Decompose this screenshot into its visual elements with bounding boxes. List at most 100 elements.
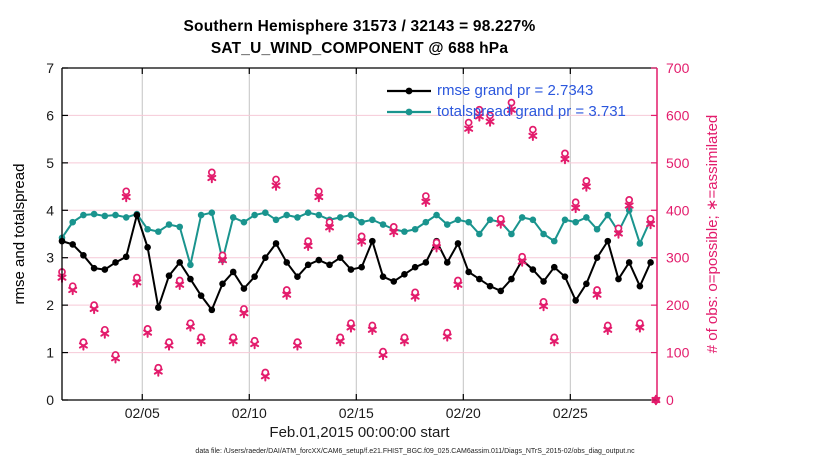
totalspread-marker	[604, 211, 612, 219]
y-axis-label-left: rmse and totalspread	[11, 163, 28, 305]
rmse-marker	[262, 254, 269, 262]
x-tick-label: 02/20	[446, 405, 481, 421]
rmse-marker	[401, 271, 408, 278]
totalspread-marker	[561, 216, 569, 224]
assimilated-asterisk-marker	[121, 193, 131, 201]
rmse-marker	[572, 297, 579, 304]
possible-circle-marker	[261, 368, 270, 377]
possible-circle-marker	[582, 177, 591, 185]
possible-circle-marker	[90, 301, 98, 309]
rmse-marker	[112, 259, 119, 266]
y-right-tick-label: 600	[666, 107, 690, 123]
possible-circle-marker	[529, 125, 537, 134]
totalspread-marker	[80, 211, 87, 219]
possible-circle-marker	[486, 111, 494, 120]
possible-circle-marker	[379, 347, 387, 356]
rmse-marker	[133, 211, 141, 219]
assimilated-asterisk-marker	[207, 174, 217, 182]
rmse-marker	[369, 237, 376, 245]
possible-circle-marker	[550, 333, 559, 342]
possible-circle-marker	[293, 338, 302, 346]
rmse-marker	[251, 273, 258, 280]
totalspread-marker	[251, 211, 258, 219]
rmse-marker	[358, 263, 365, 271]
totalspread-marker	[486, 216, 494, 224]
y-axis-label-right: # of obs: o=possible; ∗=assimilated	[704, 114, 721, 354]
rmse-marker	[197, 292, 205, 299]
totalspread-marker	[454, 216, 462, 224]
totalspread-marker	[443, 221, 451, 228]
totalspread-marker	[433, 211, 440, 219]
totalspread-marker	[315, 211, 323, 219]
possible-circle-marker	[143, 325, 152, 333]
totalspread-marker	[465, 218, 472, 226]
legend: rmse grand pr = 2.7343 totalspread grand…	[386, 80, 656, 122]
totalspread-marker	[422, 218, 430, 226]
rmse-marker	[347, 266, 355, 273]
rmse-marker	[476, 275, 483, 283]
rmse-marker	[454, 240, 462, 247]
possible-circle-marker	[111, 351, 120, 359]
title-line-2: SAT_U_WIND_COMPONENT @ 688 hPa	[210, 40, 509, 57]
assimilated-asterisk-marker	[325, 224, 335, 231]
possible-circle-marker	[507, 98, 516, 107]
assimilated-asterisk-marker	[464, 125, 474, 132]
totalspread-marker	[208, 209, 216, 216]
totalspread-marker	[347, 211, 355, 219]
totalspread-marker	[229, 214, 237, 221]
rmse-marker	[326, 261, 333, 269]
assimilated-asterisk-marker	[528, 132, 538, 139]
assimilated-asterisk-marker	[432, 244, 442, 251]
possible-circle-marker	[389, 223, 398, 231]
possible-circle-marker	[154, 363, 163, 372]
totalspread-marker	[369, 216, 376, 224]
totalspread-marker	[636, 240, 644, 247]
totalspread-marker	[187, 261, 194, 269]
possible-circle-marker	[614, 224, 623, 233]
assimilated-asterisk-marker	[613, 230, 623, 237]
totalspread-marker	[69, 218, 77, 226]
rmse-marker	[508, 275, 515, 283]
rmse-marker	[219, 280, 226, 288]
rmse-marker	[379, 273, 387, 280]
rmse-marker	[540, 278, 547, 285]
possible-circle-marker	[336, 333, 345, 342]
possible-circle-marker	[325, 218, 334, 226]
y-left-tick-label: 5	[46, 155, 54, 171]
legend-item-rmse: rmse grand pr = 2.7343	[386, 80, 656, 101]
y-right-tick-label: 0	[666, 392, 674, 408]
y-right-tick-label: 400	[666, 202, 690, 218]
rmse-marker	[561, 273, 569, 280]
assimilated-asterisk-marker	[474, 113, 484, 120]
y-left-tick-label: 1	[46, 345, 54, 361]
assimilated-asterisk-marker	[517, 258, 527, 265]
rmse-marker	[155, 304, 162, 311]
possible-circle-marker	[625, 196, 634, 204]
possible-circle-marker	[240, 305, 248, 313]
assimilated-asterisk-marker	[421, 198, 431, 205]
possible-circle-marker	[229, 333, 238, 342]
totalspread-marker	[144, 225, 151, 233]
y-right-tick-label: 100	[666, 345, 690, 361]
x-tick-label: 02/15	[339, 405, 374, 421]
data-file-path: data file: /Users/raeder/DAI/ATM_forcXX/…	[195, 448, 635, 455]
totalspread-marker	[550, 237, 558, 245]
possible-circle-marker	[400, 333, 409, 342]
totalspread-marker	[90, 210, 98, 218]
assimilated-asterisk-marker	[282, 291, 292, 298]
assimilated-asterisk-marker	[624, 202, 634, 209]
rmse-marker	[229, 268, 237, 276]
possible-circle-marker	[539, 297, 548, 306]
possible-circle-marker	[207, 168, 216, 177]
rmse-marker	[122, 253, 130, 261]
rmse-marker	[165, 272, 173, 280]
possible-circle-marker	[421, 192, 430, 200]
rmse-marker	[294, 273, 301, 280]
possible-circle-marker	[175, 276, 184, 285]
possible-circle-marker	[496, 214, 505, 223]
rmse-line-sample-icon	[387, 87, 431, 94]
totalspread-marker	[518, 214, 526, 221]
rmse-marker	[615, 275, 622, 283]
